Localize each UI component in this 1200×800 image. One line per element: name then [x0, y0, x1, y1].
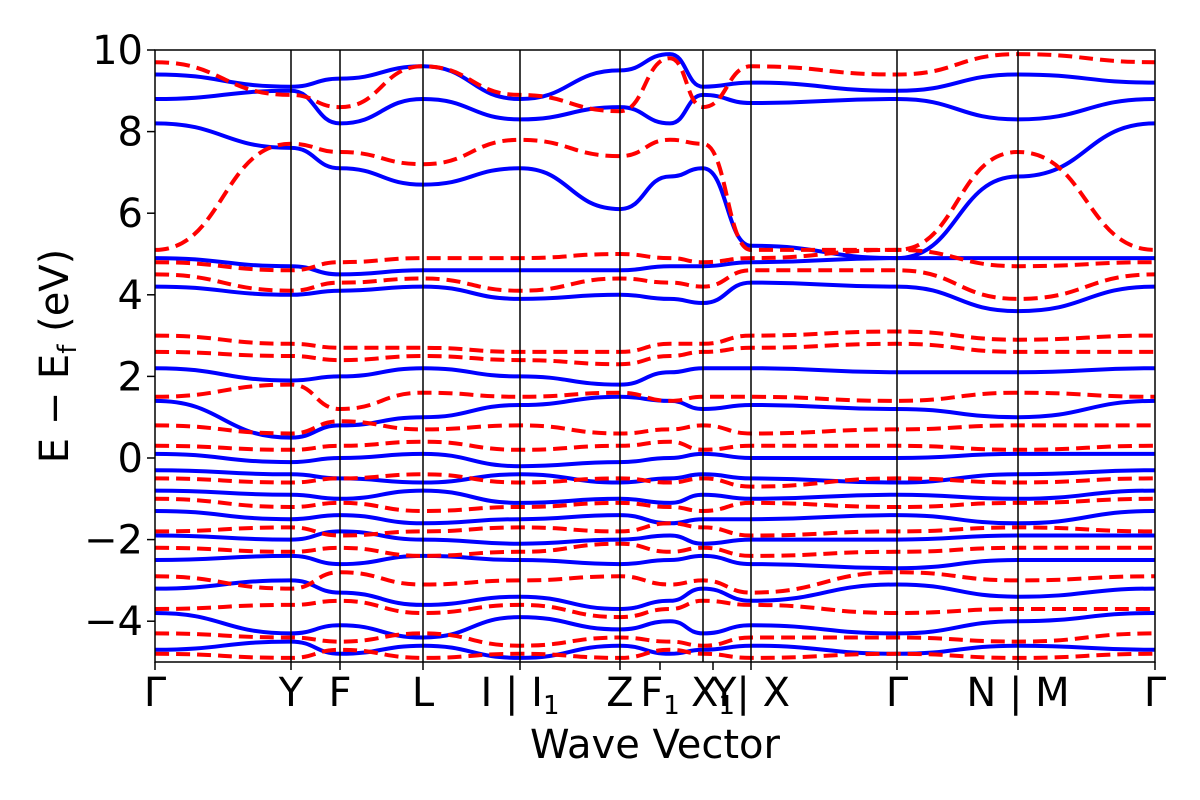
x-tick-label-6: F1 [640, 670, 680, 721]
spin-down-band-5 [155, 341, 1155, 367]
x-tick-label-4: I | I1 [480, 670, 559, 721]
spin-up-band-0 [155, 121, 1155, 261]
x-tick-label-8: Y| X [711, 670, 790, 716]
spin-up-band-1 [155, 256, 1155, 277]
spin-down-band-6 [155, 382, 1155, 412]
spin-up-band-7 [155, 451, 1155, 469]
spin-up-band-5 [155, 366, 1155, 387]
spin-down-band-14 [155, 598, 1155, 620]
spin-up-band-15 [155, 639, 1155, 660]
spin-up-band-13 [155, 578, 1155, 612]
spin-down-band-13 [155, 570, 1155, 595]
x-tick-label-10: N | M [966, 670, 1069, 716]
y-tick-label-1: −2 [84, 518, 143, 564]
spin-down-band-7 [155, 419, 1155, 436]
spin-up-band-4 [155, 52, 1155, 102]
spin-down-band-8 [155, 439, 1155, 452]
x-tick-label-3: L [412, 670, 435, 716]
x-tick-label-5: Z [606, 670, 633, 716]
y-tick-label-7: 10 [92, 28, 143, 74]
spin-down-band-9 [155, 472, 1155, 489]
x-tick-label-9: Γ [886, 670, 909, 716]
y-tick-label-4: 4 [118, 273, 143, 319]
bands-group [155, 52, 1155, 660]
spin-down-band-15 [155, 631, 1155, 648]
y-tick-label-6: 8 [118, 110, 143, 156]
spin-down-band-1 [155, 247, 1155, 273]
spin-down-band-16 [155, 647, 1155, 660]
y-axis-label-main: E − E [32, 354, 78, 464]
spin-up-band-10 [155, 509, 1155, 526]
spin-up-band-12 [155, 553, 1155, 571]
spin-down-band-4 [155, 329, 1155, 354]
spin-down-band-11 [155, 521, 1155, 538]
spin-up-band-2 [155, 280, 1155, 314]
spin-down-band-0 [155, 137, 1155, 252]
spin-down-band-12 [155, 541, 1155, 558]
spin-up-band-6 [155, 394, 1155, 440]
spin-down-band-10 [155, 496, 1155, 514]
y-tick-label-2: 0 [118, 436, 143, 482]
x-tick-label-0: Γ [144, 670, 167, 716]
x-tick-label-1: Y [278, 670, 304, 716]
spin-up-band-3 [155, 88, 1155, 126]
spin-up-band-9 [155, 488, 1155, 505]
x-tick-label-2: F [328, 670, 351, 716]
y-tick-label-5: 6 [118, 191, 143, 237]
spin-up-band-11 [155, 529, 1155, 546]
y-axis-label: E − Ef (eV) [32, 249, 83, 464]
x-tick-label-7: X1 [691, 670, 735, 721]
spin-up-band-14 [155, 611, 1155, 640]
spin-down-band-2 [155, 268, 1155, 301]
y-axis-ticks: −4 −2 0 2 4 6 8 10 [84, 28, 155, 645]
kpath-lines-group [290, 50, 1019, 662]
x-axis-label: Wave Vector [530, 722, 781, 768]
y-tick-label-3: 2 [118, 354, 143, 400]
x-tick-label-11: Γ [1144, 670, 1167, 716]
plot-frame [154, 49, 1156, 663]
y-axis-label-unit: (eV) [32, 249, 78, 345]
y-tick-label-0: −4 [84, 599, 143, 645]
y-axis-label-sub: f [53, 344, 83, 354]
